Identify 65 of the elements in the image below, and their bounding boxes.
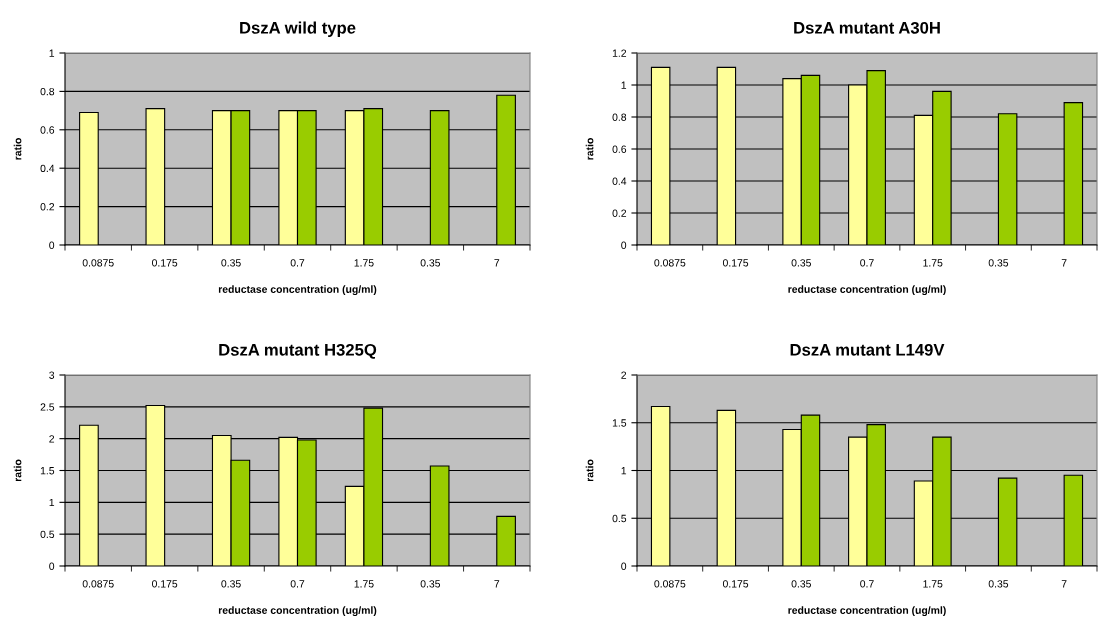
- x-tick-label: 0.175: [152, 259, 178, 267]
- x-tick-label: 1.75: [354, 259, 374, 267]
- y-tick-label: 3: [49, 371, 55, 379]
- x-tick-label: 1.75: [923, 259, 943, 267]
- x-tick-label: 0.35: [988, 259, 1009, 267]
- y-tick-label: 1: [49, 498, 55, 507]
- y-axis-title: ratio: [585, 459, 594, 482]
- y-axis-title: ratio: [13, 459, 22, 482]
- x-tick-label: 0.7: [860, 580, 874, 588]
- y-tick-label: 0.8: [612, 113, 627, 121]
- x-axis-title: reductase concentration (ug/ml): [218, 606, 377, 617]
- y-tick-label: 2: [621, 371, 627, 379]
- x-tick-label: 0.7: [290, 580, 305, 588]
- y-tick-label: 0: [621, 241, 627, 249]
- y-tick-label: 1: [621, 467, 627, 475]
- x-tick-label: 1.75: [354, 580, 374, 588]
- chart-title: DszA mutant H325Q: [219, 343, 377, 359]
- y-axis-title: ratio: [585, 138, 594, 160]
- y-tick-label: 0.4: [612, 177, 627, 185]
- x-tick-label: 0.175: [722, 259, 749, 267]
- y-tick-label: 1.5: [612, 419, 627, 427]
- x-tick-label: 1.75: [923, 580, 943, 588]
- y-tick-label: 0: [49, 241, 55, 249]
- y-tick-label: 0.5: [40, 530, 55, 539]
- y-tick-label: 1.5: [40, 467, 55, 475]
- chart-title: DszA mutant L149V: [790, 343, 945, 356]
- y-tick-label: 0.2: [612, 209, 627, 217]
- y-tick-label: 2.5: [40, 403, 55, 411]
- x-axis-title: reductase concentration (ug/ml): [788, 285, 946, 296]
- x-tick-label: 0.175: [722, 580, 749, 588]
- chart-title: DszA mutant A30H: [794, 21, 940, 34]
- y-tick-label: 2: [49, 435, 55, 443]
- x-tick-label: 0.35: [791, 259, 811, 267]
- y-tick-label: 0.2: [40, 203, 55, 211]
- y-tick-label: 1.2: [612, 49, 627, 57]
- x-tick-label: 0.0875: [654, 259, 686, 267]
- y-tick-label: 1: [621, 81, 627, 89]
- x-tick-label: 0.0875: [654, 580, 686, 588]
- x-tick-label: 0.35: [420, 580, 441, 588]
- x-tick-label: 7: [1061, 580, 1067, 588]
- y-tick-label: 0.6: [40, 126, 55, 134]
- x-tick-label: 0.0875: [82, 580, 114, 588]
- x-tick-label: 0.35: [791, 580, 811, 588]
- x-tick-label: 0.35: [988, 580, 1009, 588]
- x-axis-title: reductase concentration (ug/ml): [218, 285, 377, 296]
- x-tick-label: 7: [494, 259, 500, 267]
- x-axis-title: reductase concentration (ug/ml): [788, 606, 946, 617]
- y-tick-label: 0.6: [612, 145, 627, 153]
- x-tick-label: 7: [494, 580, 500, 588]
- x-tick-label: 0.35: [221, 580, 241, 588]
- x-tick-label: 0.35: [420, 259, 441, 267]
- y-tick-label: 0.5: [612, 514, 627, 523]
- x-tick-label: 0.0875: [82, 259, 114, 267]
- y-tick-label: 0.4: [40, 164, 55, 173]
- y-tick-label: 0: [49, 562, 55, 570]
- x-tick-label: 0.35: [221, 259, 241, 267]
- x-tick-label: 7: [1061, 259, 1067, 267]
- y-axis-title: ratio: [13, 138, 22, 160]
- y-tick-label: 0: [621, 562, 627, 570]
- x-tick-label: 0.175: [152, 580, 178, 588]
- x-tick-label: 0.7: [860, 259, 874, 267]
- y-tick-label: 0.8: [40, 87, 55, 96]
- chart-title: DszA wild type: [240, 21, 356, 38]
- y-tick-label: 1: [49, 49, 55, 57]
- x-tick-label: 0.7: [290, 259, 305, 267]
